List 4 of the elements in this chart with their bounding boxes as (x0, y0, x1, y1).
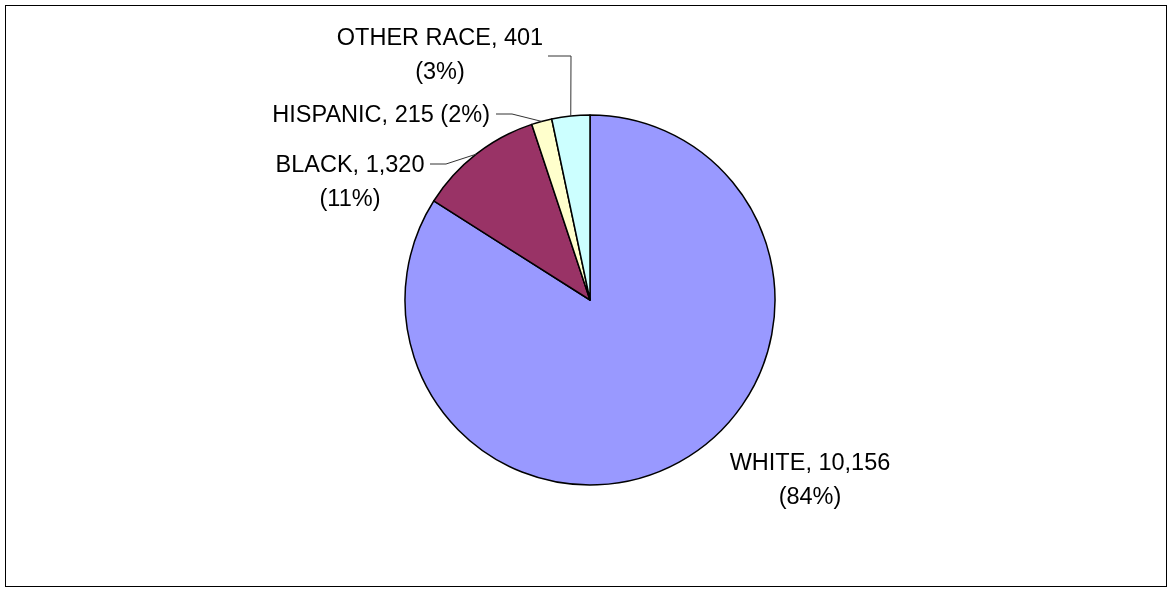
data-label: BLACK, 1,320 (11%) (275, 151, 425, 211)
data-label: OTHER RACE, 401 (3%) (336, 24, 544, 84)
data-label: WHITE, 10,156 (84%) (729, 449, 891, 509)
data-label: HISPANIC, 215 (2%) (272, 101, 490, 127)
